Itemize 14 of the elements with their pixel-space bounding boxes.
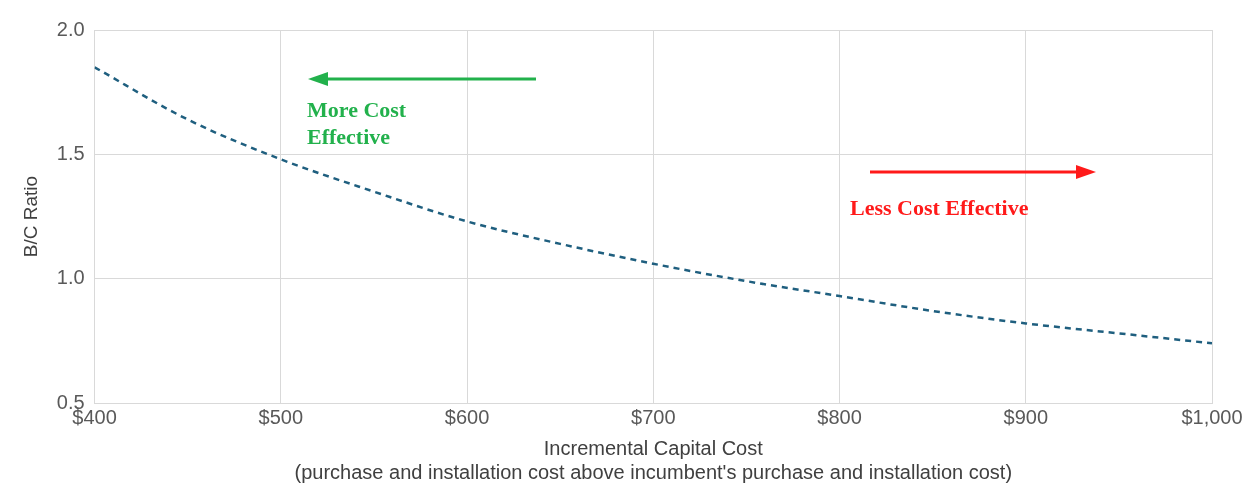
x-axis-title: Incremental Capital Cost (purchase and installation cost above incumbent's purchase and installation cost) xyxy=(294,436,1013,483)
y-axis-title: B/C Ratio xyxy=(19,175,41,258)
annotation: More Cost Effective xyxy=(307,96,407,149)
x-tick-label: $500 xyxy=(258,405,304,428)
x-tick-label: $600 xyxy=(444,405,490,428)
x-tick-label: $700 xyxy=(631,405,676,428)
y-tick-label: 1.0 xyxy=(56,266,85,289)
x-tick-label: $900 xyxy=(1003,405,1049,428)
y-tick-label: 1.5 xyxy=(56,141,85,164)
annotation: Less Cost Effective xyxy=(850,194,1029,220)
y-tick-label: 2.0 xyxy=(56,17,85,40)
x-tick-label: $1,000 xyxy=(1181,405,1243,428)
line-series xyxy=(94,66,1212,345)
x-tick-label: $800 xyxy=(817,405,862,428)
